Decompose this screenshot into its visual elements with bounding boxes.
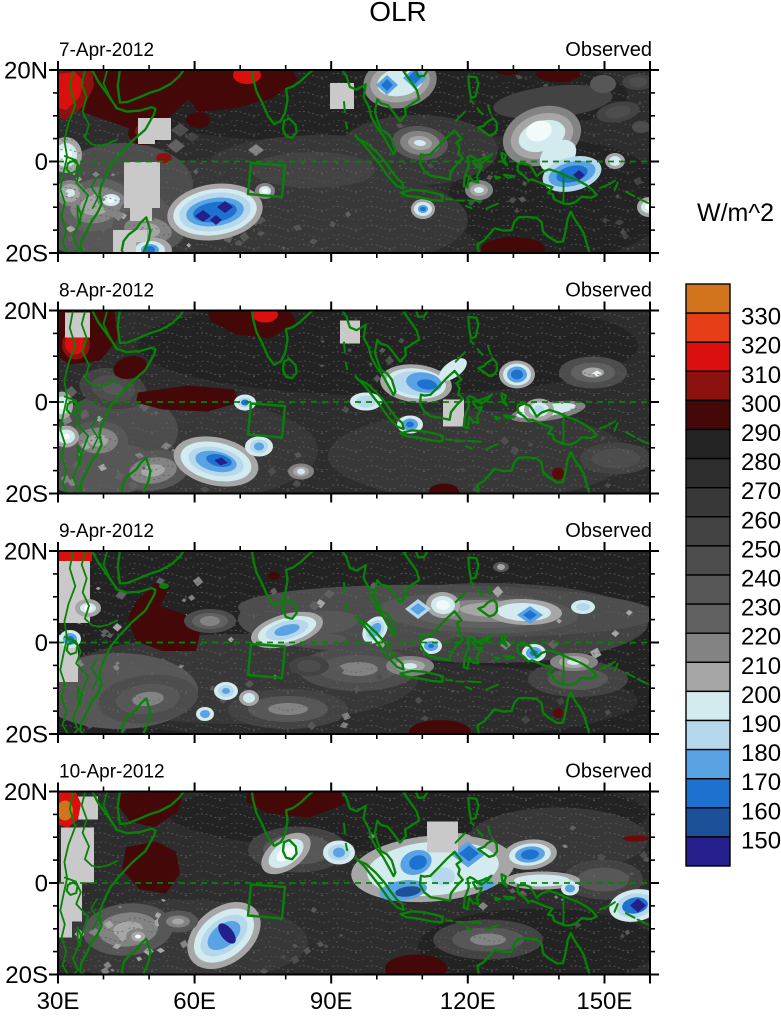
svg-text:90E: 90E (310, 988, 353, 1012)
svg-text:200: 200 (741, 682, 781, 709)
svg-text:180: 180 (741, 740, 781, 767)
svg-text:20N: 20N (4, 298, 48, 325)
svg-text:290: 290 (741, 420, 781, 447)
svg-text:20N: 20N (4, 779, 48, 806)
svg-text:0: 0 (35, 871, 48, 898)
svg-text:10-Apr-2012: 10-Apr-2012 (59, 762, 165, 783)
svg-text:190: 190 (741, 711, 781, 738)
svg-text:150: 150 (741, 827, 781, 854)
svg-text:20S: 20S (5, 481, 48, 508)
svg-text:260: 260 (741, 507, 781, 534)
svg-text:Observed: Observed (565, 761, 652, 783)
svg-text:160: 160 (741, 798, 781, 825)
svg-text:60E: 60E (173, 988, 216, 1012)
svg-text:20S: 20S (5, 962, 48, 989)
svg-text:320: 320 (741, 333, 781, 360)
svg-text:0: 0 (35, 630, 48, 657)
svg-text:270: 270 (741, 478, 781, 505)
svg-text:7-Apr-2012: 7-Apr-2012 (59, 40, 154, 61)
svg-text:230: 230 (741, 595, 781, 622)
svg-text:280: 280 (741, 449, 781, 476)
svg-text:170: 170 (741, 769, 781, 796)
svg-text:30E: 30E (37, 988, 80, 1012)
svg-text:20N: 20N (4, 539, 48, 566)
svg-text:0: 0 (35, 149, 48, 176)
svg-text:310: 310 (741, 362, 781, 389)
svg-text:0: 0 (35, 390, 48, 417)
svg-text:20N: 20N (4, 58, 48, 85)
svg-text:Observed: Observed (565, 520, 652, 542)
svg-text:210: 210 (741, 653, 781, 680)
svg-text:20S: 20S (5, 241, 48, 268)
svg-text:20S: 20S (5, 722, 48, 749)
svg-text:250: 250 (741, 536, 781, 563)
svg-text:330: 330 (741, 304, 781, 331)
svg-text:120E: 120E (440, 988, 496, 1012)
svg-text:8-Apr-2012: 8-Apr-2012 (59, 281, 154, 302)
svg-text:Observed: Observed (565, 280, 652, 302)
svg-text:150E: 150E (576, 988, 632, 1012)
svg-text:300: 300 (741, 391, 781, 418)
svg-text:9-Apr-2012: 9-Apr-2012 (59, 521, 154, 542)
svg-text:240: 240 (741, 566, 781, 593)
svg-text:W/m^2: W/m^2 (697, 199, 774, 227)
svg-text:220: 220 (741, 624, 781, 651)
svg-text:OLR: OLR (369, 0, 427, 27)
svg-text:Observed: Observed (565, 39, 652, 61)
